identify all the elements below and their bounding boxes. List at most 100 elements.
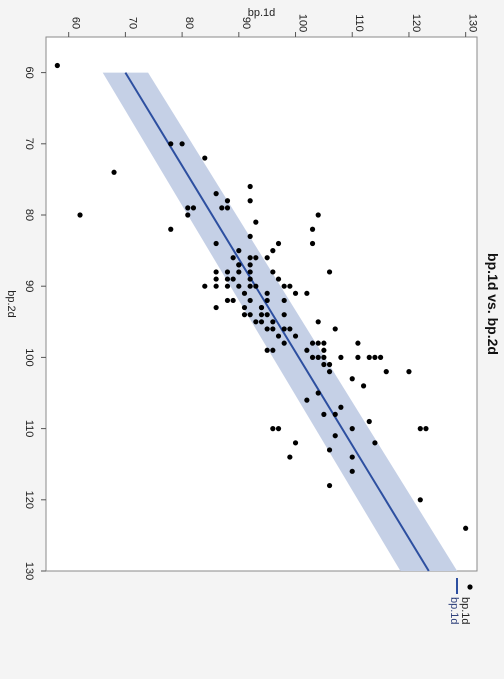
data-point	[321, 340, 327, 346]
data-point	[338, 354, 344, 360]
data-point	[321, 354, 327, 360]
data-point	[275, 240, 282, 247]
data-point	[315, 340, 321, 346]
x-tick-label: 120	[23, 491, 35, 509]
axes-layer	[41, 32, 467, 572]
data-point	[247, 276, 253, 282]
data-point	[304, 397, 310, 403]
y-tick-label: 80	[183, 17, 195, 29]
confidence-band-layer	[102, 72, 458, 571]
y-tick-label: 100	[297, 14, 309, 32]
data-point	[213, 240, 219, 247]
data-point	[304, 347, 310, 353]
x-tick-label: 80	[23, 209, 35, 221]
data-point	[213, 191, 219, 197]
data-point	[224, 276, 231, 282]
data-point	[275, 276, 282, 282]
data-point	[264, 312, 270, 318]
data-point	[236, 262, 242, 268]
data-point	[326, 269, 333, 275]
data-point	[168, 226, 174, 232]
data-point	[360, 383, 367, 389]
data-point	[202, 155, 208, 161]
x-tick-label: 130	[23, 562, 35, 580]
data-point	[287, 326, 293, 332]
legend-point-marker	[467, 584, 473, 590]
data-point	[258, 312, 265, 318]
data-point	[253, 283, 259, 289]
data-point	[230, 255, 236, 261]
data-point	[332, 411, 338, 417]
data-point	[247, 255, 253, 261]
confidence-band	[102, 72, 458, 571]
data-point	[230, 276, 236, 282]
data-point	[270, 347, 276, 353]
data-point	[253, 319, 259, 325]
data-point	[247, 233, 253, 239]
data-point	[241, 290, 248, 296]
data-point	[213, 269, 219, 275]
data-point	[270, 326, 276, 332]
data-point	[247, 183, 253, 190]
data-point	[332, 326, 338, 332]
x-tick-label: 60	[23, 66, 35, 78]
data-point	[321, 361, 327, 368]
x-tick-label: 70	[23, 138, 35, 150]
x-tick-label: 100	[23, 348, 35, 366]
data-point	[230, 297, 236, 304]
data-point	[292, 290, 299, 296]
data-point	[366, 418, 372, 425]
data-point	[321, 411, 327, 417]
data-point	[247, 269, 253, 275]
data-point	[423, 426, 429, 432]
legend-point-label: bp.1d	[459, 597, 471, 625]
x-tick-label: 110	[23, 420, 35, 438]
fit-line	[124, 72, 430, 572]
data-point	[355, 340, 361, 346]
data-point	[190, 205, 197, 211]
data-point	[185, 205, 191, 211]
data-point	[264, 326, 270, 332]
y-axis-title: bp.1d	[248, 7, 276, 19]
data-point	[213, 283, 219, 289]
data-point	[253, 219, 259, 225]
data-point	[372, 354, 378, 360]
data-point	[236, 248, 242, 254]
data-point	[366, 354, 372, 360]
y-tick-label: 130	[467, 14, 479, 32]
data-point	[275, 426, 282, 432]
data-point	[281, 283, 287, 289]
data-point	[264, 255, 270, 261]
data-point	[258, 304, 265, 311]
y-tick-label: 90	[240, 17, 252, 29]
text-layer: 60 70 80 90 100 110 120 130 60 70 80 90 100 110 120 130…	[5, 7, 501, 580]
data-point	[315, 212, 321, 218]
data-point	[202, 283, 208, 289]
data-point	[213, 304, 219, 311]
data-point	[287, 283, 293, 289]
data-point	[349, 426, 355, 432]
data-point	[349, 468, 355, 474]
data-point	[355, 354, 361, 360]
y-tick-label: 120	[410, 14, 422, 32]
data-point	[247, 283, 253, 289]
data-point	[326, 369, 333, 375]
data-point	[377, 354, 384, 360]
chart-title: bp.1d vs. bp.2d	[485, 253, 501, 355]
data-point	[258, 319, 265, 325]
data-point	[383, 369, 389, 375]
y-tick-label: 70	[126, 17, 138, 29]
data-point	[463, 525, 469, 531]
data-point	[315, 354, 321, 360]
data-point	[77, 212, 83, 218]
data-point	[253, 255, 259, 261]
data-point	[292, 333, 299, 339]
data-point	[54, 62, 60, 69]
data-point	[309, 354, 316, 360]
data-point	[275, 333, 282, 339]
data-point	[270, 426, 276, 432]
data-point	[372, 440, 378, 446]
x-tick-label: 90	[23, 280, 35, 292]
data-point	[332, 433, 338, 439]
